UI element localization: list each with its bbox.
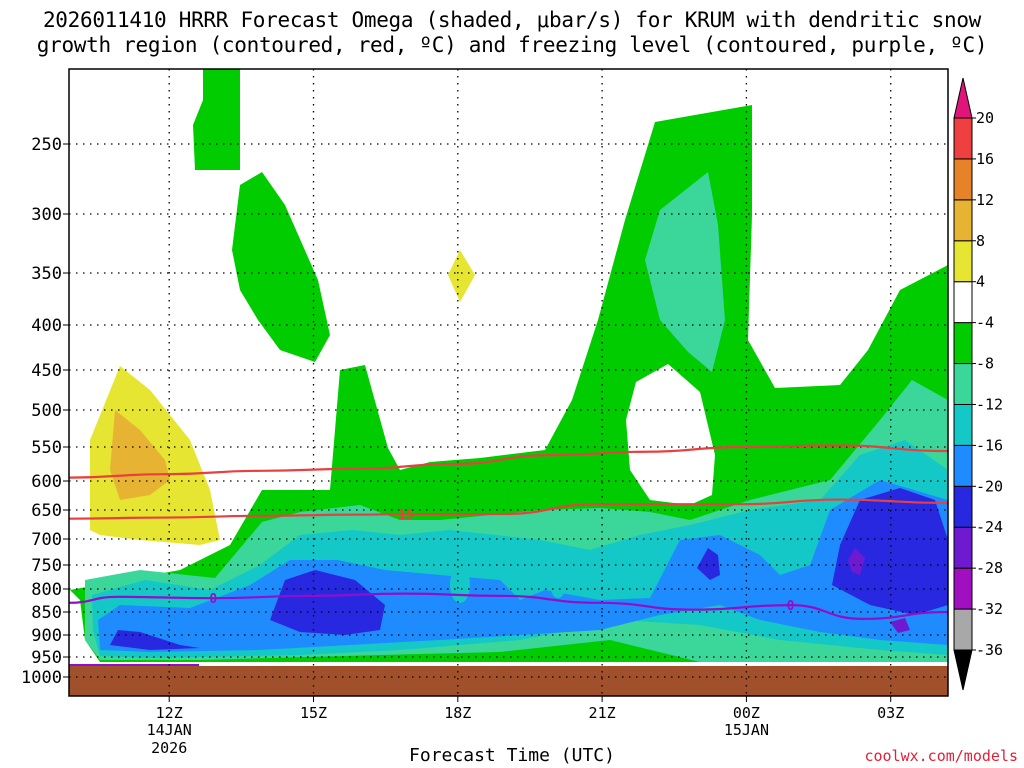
x-tick-date-00Z: 15JAN	[724, 721, 769, 739]
x-tick-label-00Z: 00Z	[733, 704, 760, 722]
colorbar-box-10	[953, 199, 973, 242]
x-tick-label-15Z: 15Z	[300, 704, 327, 722]
colorbar-label-12: 16	[976, 150, 994, 168]
omega-yellow-18z	[448, 250, 475, 302]
omega-teal-upper	[645, 172, 725, 372]
colorbar-box-6	[953, 363, 973, 405]
y-tick-label-250: 250	[31, 135, 62, 155]
plot-frame	[68, 68, 949, 697]
y-tick-label-350: 350	[31, 264, 62, 284]
x-tick-label-12Z: 12Z	[156, 704, 183, 722]
terrain-purple-edge	[69, 664, 199, 666]
omega-purple-core	[848, 548, 865, 575]
y-tick-label-700: 700	[31, 530, 62, 550]
y-tick-label-650: 650	[31, 501, 62, 521]
x-axis-title: Forecast Time (UTC)	[409, 745, 615, 766]
y-tick-label-600: 600	[31, 472, 62, 492]
colorbar-label-0: -36	[976, 641, 1003, 659]
contour-label-2-15: 0	[787, 599, 795, 614]
omega-lightblue-eddy-b	[551, 578, 565, 598]
terrain-block	[69, 666, 948, 696]
colorbar-box-0	[953, 608, 973, 651]
title-line-2: growth region (contoured, red, ºC) and f…	[36, 33, 988, 57]
colorbar-box-4	[953, 444, 973, 487]
y-tick-label-1000: 1000	[21, 668, 62, 688]
colorbar-box-1	[953, 567, 973, 610]
colorbar-box-3	[953, 485, 973, 528]
colorbar-box-2	[953, 526, 973, 569]
colorbar-label-10: 8	[976, 232, 985, 250]
omega-white-pocket	[626, 364, 715, 505]
y-tick-label-400: 400	[31, 316, 62, 336]
colorbar-min-triangle	[953, 649, 973, 691]
omega-purple-lower	[890, 618, 910, 633]
colorbar-label-4: -20	[976, 477, 1003, 495]
y-tick-label-800: 800	[31, 580, 62, 600]
colorbar-label-8: -4	[976, 314, 994, 332]
colorbar-label-5: -16	[976, 436, 1003, 454]
colorbar-box-7	[953, 322, 973, 365]
colorbar-label-1: -32	[976, 600, 1003, 618]
credit-link[interactable]: coolwx.com/models	[864, 747, 1018, 765]
y-tick-label-300: 300	[31, 205, 62, 225]
omega-green-column	[232, 172, 330, 362]
y-tick-label-550: 550	[31, 438, 62, 458]
colorbar-box-9	[953, 240, 973, 283]
omega-darkblue-03z	[832, 488, 948, 615]
contour-lines: 150 0	[68, 444, 949, 621]
omega-shading	[69, 69, 948, 696]
colorbar-label-13: 20	[976, 109, 994, 127]
chart-title: 2026011410 HRRR Forecast Omega (shaded, …	[0, 8, 1024, 58]
colorbar-label-6: -12	[976, 395, 1003, 413]
omega-lightblue-eddy-a	[450, 567, 470, 603]
colorbar-label-3: -24	[976, 518, 1003, 536]
y-tick-label-750: 750	[31, 556, 62, 576]
contour-label-2-3: 0	[209, 592, 217, 607]
colorbar-box-8	[953, 281, 973, 324]
colorbar-label-9: 4	[976, 273, 985, 291]
omega-darkblue-00z	[697, 548, 720, 580]
colorbar: -36 -32 -28 -24 -20 -16 -12 -8 -4 4 8 12 16 20	[953, 77, 1003, 691]
x-tick-label-21Z: 21Z	[589, 704, 616, 722]
y-tick-label-900: 900	[31, 626, 62, 646]
y-tick-label-500: 500	[31, 401, 62, 421]
omega-orange-left	[110, 410, 170, 500]
x-tick-label-18Z: 18Z	[444, 704, 471, 722]
omega-darkblue-15z	[270, 570, 385, 635]
colorbar-label-2: -28	[976, 559, 1003, 577]
y-tick-label-450: 450	[31, 361, 62, 381]
x-tick-date-12Z: 14JAN	[147, 721, 192, 739]
y-axis: 250 300 350 400 450 500 550 600 650 700 750 800 850 9…	[21, 135, 69, 688]
x-tick-label-03Z: 03Z	[877, 704, 904, 722]
colorbar-max-triangle	[953, 77, 973, 119]
title-line-1: 2026011410 HRRR Forecast Omega (shaded, …	[42, 8, 982, 32]
colorbar-label-11: 12	[976, 191, 994, 209]
contour-label-1-7: 15	[398, 508, 414, 523]
colorbar-box-11	[953, 158, 973, 201]
colorbar-label-7: -8	[976, 355, 994, 373]
y-tick-label-950: 950	[31, 648, 62, 668]
colorbar-box-5	[953, 403, 973, 446]
y-tick-label-850: 850	[31, 603, 62, 623]
x-tick-year-12Z: 2026	[151, 739, 187, 757]
omega-green-upper-left	[193, 69, 240, 170]
contour-line-2	[68, 592, 949, 621]
colorbar-box-12	[953, 117, 973, 160]
contour-line-1	[68, 498, 949, 520]
contour-line-0	[68, 444, 949, 479]
